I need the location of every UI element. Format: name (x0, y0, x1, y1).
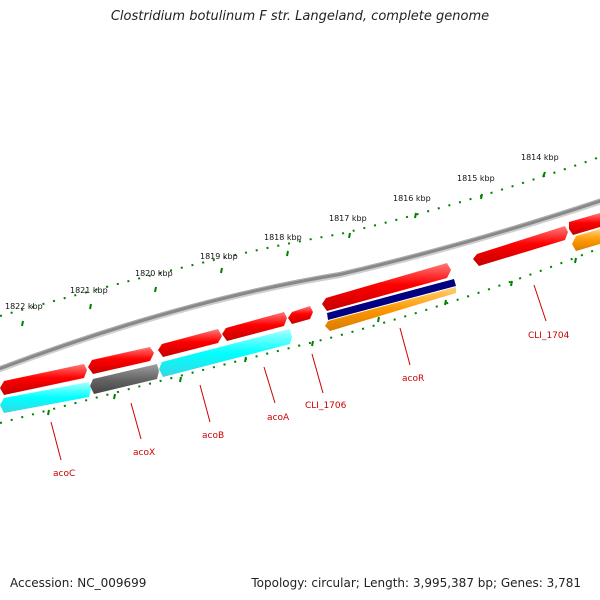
gene-arrow[interactable] (159, 329, 292, 377)
gene-arrow[interactable] (322, 263, 451, 311)
gene-arrow[interactable] (90, 364, 159, 394)
label-leader-lines (50, 284, 547, 461)
gene-arrow[interactable] (0, 382, 91, 413)
scale-tick-labels: 1814 kbp 1815 kbp 1816 kbp 1817 kbp 1818… (5, 153, 559, 311)
outer-scale-ring (0, 156, 600, 317)
gene-arrow[interactable] (158, 329, 222, 357)
gene-label-acox[interactable]: acoX (133, 448, 155, 458)
scale-tick-label: 1815 kbp (457, 174, 495, 183)
forward-strand-genes (0, 213, 600, 395)
gene-arrow[interactable] (325, 287, 456, 331)
inner-scale-ring (0, 247, 600, 424)
scale-tick-label: 1820 kbp (135, 269, 173, 278)
gene-arrow[interactable] (222, 312, 287, 341)
topology-text: Topology: circular; Length: 3,995,387 bp… (251, 576, 581, 590)
major-ticks (21, 171, 546, 327)
gene-arrow[interactable] (0, 364, 87, 395)
scale-tick-label: 1822 kbp (5, 302, 43, 311)
gene-label-acoc[interactable]: acoC (53, 469, 75, 479)
gene-arrow[interactable] (288, 306, 313, 324)
accession-text: Accession: NC_009699 (10, 576, 147, 590)
gene-arrow[interactable] (88, 347, 154, 374)
scale-tick-label: 1818 kbp (264, 233, 302, 242)
gene-label-cli-1706[interactable]: CLI_1706 (305, 401, 347, 411)
map-title: Clostridium botulinum F str. Langeland, … (110, 9, 490, 24)
scale-tick-label: 1819 kbp (200, 252, 238, 261)
gene-label-acor[interactable]: acoR (402, 374, 424, 384)
gene-label-cli-1704[interactable]: CLI_1704 (528, 331, 570, 341)
backbone (0, 198, 600, 373)
scale-tick-label: 1814 kbp (521, 153, 559, 162)
gene-labels: CLI_1704 acoR CLI_1706 acoA acoB acoX ac… (53, 331, 570, 479)
gene-arrow[interactable] (473, 226, 568, 266)
gene-label-acob[interactable]: acoB (202, 431, 224, 441)
gene-arrow[interactable] (327, 279, 456, 320)
gene-arrow[interactable] (569, 213, 600, 235)
gene-arrow[interactable] (572, 229, 600, 251)
scale-tick-label: 1821 kbp (70, 286, 108, 295)
scale-tick-label: 1816 kbp (393, 194, 431, 203)
scale-tick-label: 1817 kbp (329, 214, 367, 223)
gene-label-acoa[interactable]: acoA (267, 413, 290, 423)
reverse-strand-genes (0, 229, 600, 413)
